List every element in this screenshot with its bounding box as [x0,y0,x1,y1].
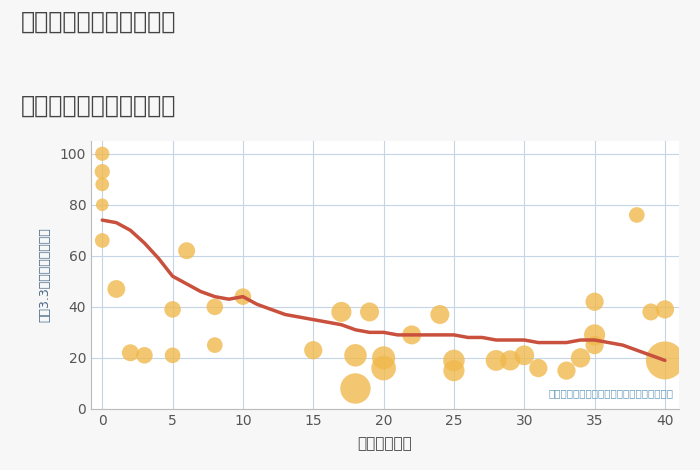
Point [659,357,671,364]
Point [336,308,347,316]
Point [533,364,544,372]
Point [308,346,319,354]
Point [350,352,361,359]
Point [364,308,375,316]
Point [561,367,572,375]
Point [97,201,108,209]
Point [237,293,248,300]
Point [645,308,657,316]
Point [589,341,600,349]
Point [97,150,108,157]
Point [97,180,108,188]
Point [434,311,445,318]
Point [181,247,193,254]
Point [448,357,459,364]
Point [659,306,671,313]
Point [378,354,389,361]
Point [97,168,108,175]
Point [519,352,530,359]
Point [167,306,178,313]
Y-axis label: 坪（3.3㎡）単価（万円）: 坪（3.3㎡）単価（万円） [38,227,51,322]
Text: 円の大きさは、取引のあった物件面積を示す: 円の大きさは、取引のあった物件面積を示す [548,388,673,398]
Point [139,352,150,359]
Point [350,385,361,392]
Point [167,352,178,359]
Point [589,298,600,306]
Point [631,211,643,219]
Point [209,303,220,311]
Point [125,349,136,357]
Point [111,285,122,293]
Point [491,357,502,364]
Point [575,354,586,361]
Point [209,341,220,349]
Text: 三重県津市一志町日置の: 三重県津市一志町日置の [21,9,176,33]
Point [378,364,389,372]
Point [589,331,600,339]
Point [448,367,459,375]
X-axis label: 築年数（年）: 築年数（年） [358,436,412,451]
Point [505,357,516,364]
Text: 築年数別中古戸建て価格: 築年数別中古戸建て価格 [21,94,176,118]
Point [97,237,108,244]
Point [406,331,417,339]
